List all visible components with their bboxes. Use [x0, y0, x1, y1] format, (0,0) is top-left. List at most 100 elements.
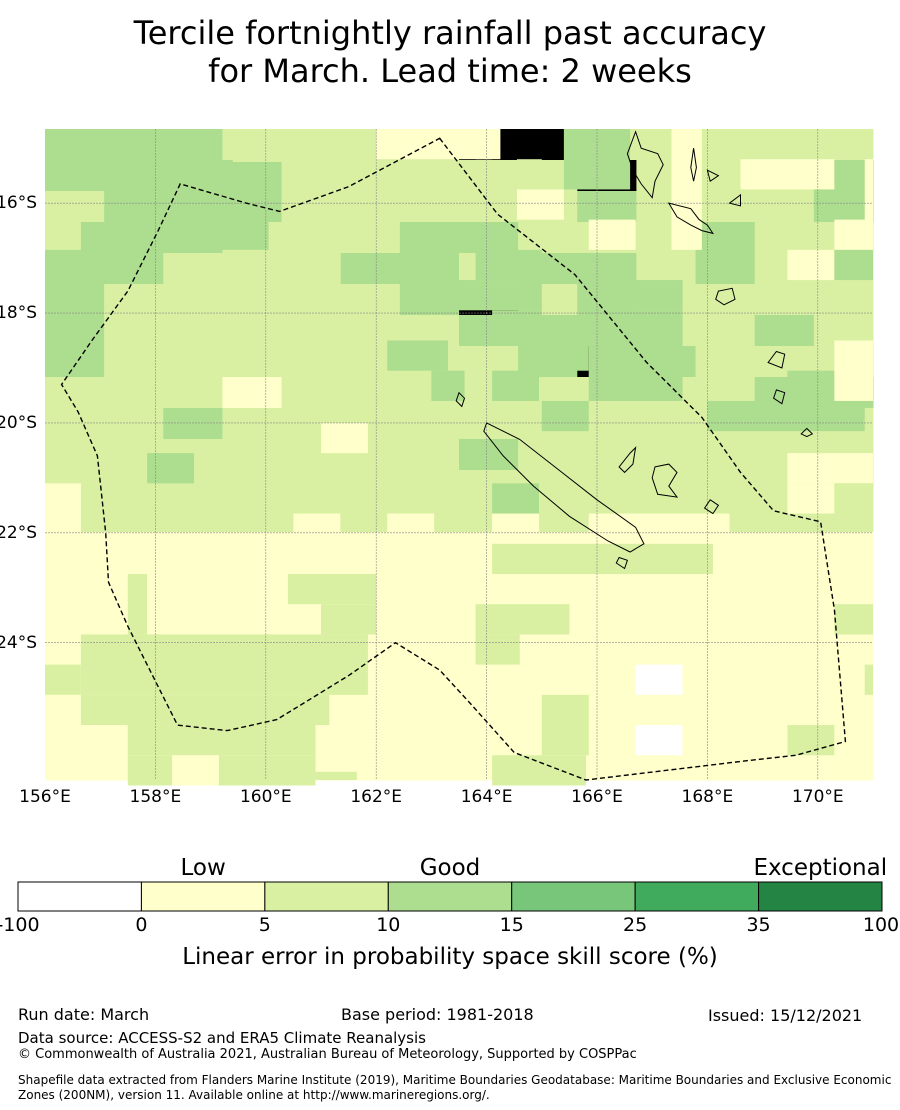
- grid-cell: [281, 284, 342, 316]
- grid-cell: [45, 315, 105, 347]
- grid-cell: [340, 470, 401, 502]
- grid-cell: [459, 718, 519, 750]
- run-date: Run date: March: [18, 1005, 150, 1024]
- colorbar-tick-label: 0: [135, 914, 148, 936]
- grid-cell: [147, 573, 288, 635]
- grid-cell: [163, 501, 223, 533]
- grid-cell: [163, 408, 223, 440]
- grid-cell: [281, 377, 342, 409]
- grid-cell: [834, 249, 873, 281]
- longitude-label: 160°E: [239, 787, 292, 807]
- grid-cell: [281, 222, 342, 254]
- grid-cell: [104, 160, 164, 192]
- grid-cell: [787, 249, 835, 281]
- grid-cell: [492, 755, 586, 786]
- grid-cell: [399, 687, 460, 719]
- grid-cell: [636, 625, 697, 657]
- grid-cell: [577, 470, 637, 502]
- longitude-label: 162°E: [350, 787, 403, 807]
- grid-cell: [459, 222, 519, 254]
- grid-cell: [577, 253, 637, 285]
- grid-cell: [222, 160, 283, 192]
- colorbar-title: Linear error in probability space skill …: [182, 944, 718, 970]
- island-coastline: [615, 556, 629, 570]
- grid-cell: [45, 253, 105, 285]
- grid-cell: [163, 129, 223, 161]
- grid-cell: [695, 253, 756, 285]
- grid-cell: [588, 513, 730, 544]
- grid-cell: [315, 771, 357, 780]
- grid-cell: [475, 634, 520, 665]
- grid-cell: [707, 400, 865, 432]
- grid-cell: [222, 284, 283, 316]
- grid-cell: [636, 408, 697, 440]
- grid-cell: [695, 315, 756, 347]
- longitude-label: 158°E: [129, 787, 182, 807]
- colorbar-bin: [511, 881, 636, 912]
- grid-cell: [399, 718, 460, 750]
- island-coastline: [483, 422, 645, 553]
- island-coastline: [667, 202, 715, 235]
- grid-cell: [813, 656, 874, 688]
- grid-cell: [399, 439, 460, 471]
- grid-cell: [813, 284, 874, 316]
- grid-cell: [399, 222, 460, 254]
- grid-cell: [163, 160, 223, 192]
- colorbar-tick-label: 100: [862, 914, 900, 936]
- grid-cell: [104, 532, 164, 564]
- grid-cell: [754, 687, 815, 719]
- grid-cell: [163, 253, 223, 285]
- grid-cell: [45, 664, 81, 695]
- latitude-label: 16°S: [0, 193, 37, 214]
- grid-cell: [376, 129, 493, 160]
- grid-cell: [222, 439, 283, 471]
- grid-cell: [516, 189, 564, 220]
- grid-cell: [163, 284, 223, 316]
- grid-cell: [387, 340, 448, 371]
- grid-cell: [787, 725, 835, 756]
- colorbar-category-label: Exceptional: [753, 855, 888, 881]
- grid-cell: [127, 573, 148, 635]
- grid-cell: [127, 755, 172, 786]
- grid-cell: [45, 160, 105, 192]
- grid-cell: [287, 573, 377, 605]
- grid-cell: [834, 340, 873, 401]
- copyright: © Commonwealth of Australia 2021, Austra…: [18, 1047, 637, 1062]
- grid-cell: [281, 315, 342, 347]
- grid-cell: [281, 160, 342, 192]
- grid-cell: [636, 439, 697, 471]
- grid-cell: [695, 191, 756, 223]
- grid-cell: [45, 483, 81, 544]
- grid-cell: [222, 408, 283, 440]
- longitude-label: 156°E: [19, 787, 71, 807]
- grid-cell: [754, 594, 815, 626]
- grid-cell: [695, 346, 756, 378]
- grid-cell: [45, 634, 81, 665]
- island-coastline: [767, 350, 786, 369]
- grid-cell: [492, 543, 713, 574]
- grid-cell: [695, 656, 756, 688]
- latitude-label: 24°S: [0, 632, 37, 653]
- grid-cell: [754, 656, 815, 688]
- grid-cell: [171, 755, 219, 786]
- grid-cell: [635, 785, 683, 816]
- grid-cell: [222, 470, 283, 502]
- grid-cell: [577, 439, 637, 471]
- grid-cell: [222, 501, 283, 533]
- grid-cell: [577, 656, 637, 688]
- grid-cell: [754, 284, 815, 316]
- grid-cell: [813, 129, 874, 161]
- colorbar-bin: [140, 881, 266, 912]
- map-title-line-1: Tercile fortnightly rainfall past accura…: [133, 14, 767, 52]
- grid-cell: [222, 315, 283, 347]
- colorbar-tick-label: 25: [623, 914, 648, 936]
- grid-cell: [340, 284, 401, 316]
- grid-cell: [695, 222, 756, 254]
- longitude-label: 164°E: [460, 787, 513, 807]
- grid-cell: [518, 656, 578, 688]
- grid-cell: [754, 191, 815, 223]
- colorbar-tick-label: 15: [499, 914, 524, 936]
- grid-cell: [541, 694, 589, 756]
